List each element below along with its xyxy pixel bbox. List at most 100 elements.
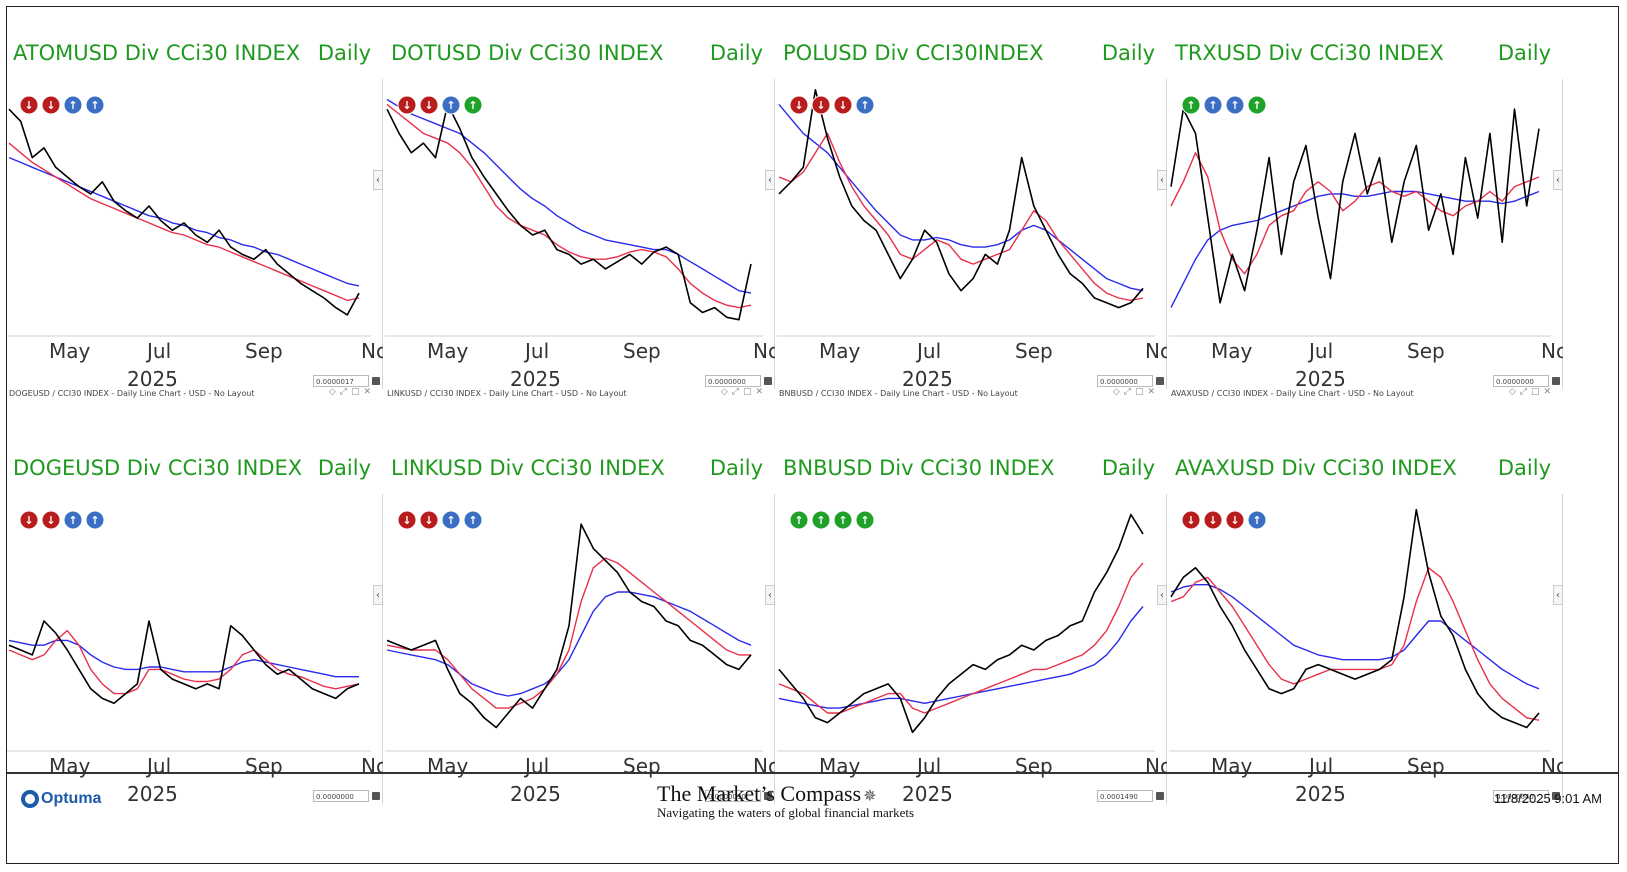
lock-icon[interactable] bbox=[1156, 377, 1164, 385]
signal-neutral-icon bbox=[441, 95, 461, 115]
window-controls-icon[interactable]: ◇⤢□✕ bbox=[328, 387, 375, 397]
signal-down-icon bbox=[833, 95, 853, 115]
signal-neutral-icon bbox=[1203, 95, 1223, 115]
lock-icon[interactable] bbox=[372, 792, 380, 800]
chart-period: Daily bbox=[317, 41, 371, 65]
lock-icon[interactable] bbox=[764, 377, 772, 385]
x-tick-label: Jul bbox=[917, 339, 942, 363]
slow-ma-line bbox=[1170, 583, 1540, 690]
x-tick-label: May bbox=[1211, 754, 1253, 778]
brand-tagline: Navigating the waters of global financia… bbox=[657, 805, 915, 820]
slow-ma-line bbox=[1170, 190, 1540, 308]
x-axis-year: 2025 bbox=[510, 367, 561, 391]
signal-arrow-glyph: ↑ bbox=[1252, 514, 1261, 527]
x-tick-label: Jul bbox=[147, 754, 172, 778]
chart-plot: ↓ ↓ ↑ ↑ bbox=[385, 510, 763, 752]
x-tick-label: Sep bbox=[1407, 754, 1445, 778]
price-line bbox=[8, 620, 360, 705]
x-tick-label: Jul bbox=[147, 339, 172, 363]
signal-arrow-glyph: ↓ bbox=[794, 99, 803, 112]
signal-arrow-glyph: ↑ bbox=[446, 99, 455, 112]
collapse-arrow-icon[interactable]: ‹ bbox=[765, 170, 775, 190]
collapse-arrow-icon[interactable]: ‹ bbox=[765, 585, 775, 605]
signal-arrow-glyph: ↓ bbox=[1230, 514, 1239, 527]
chart-panel: AVAXUSD Div CCi30 INDEX Daily ↓ ↓ ↓ ↑ ‹ May Jul S… bbox=[1169, 432, 1563, 828]
collapse-arrow-icon[interactable]: ‹ bbox=[373, 170, 383, 190]
signal-arrow-glyph: ↑ bbox=[1186, 99, 1195, 112]
collapse-arrow-icon[interactable]: ‹ bbox=[1157, 585, 1167, 605]
next-chart-caption: LINKUSD / CCI30 INDEX - Daily Line Chart… bbox=[387, 389, 627, 398]
scale-value-box[interactable]: 0.0000030 bbox=[705, 790, 761, 802]
x-tick-label: May bbox=[427, 339, 469, 363]
fast-ma-line bbox=[1170, 152, 1540, 275]
lock-icon[interactable] bbox=[372, 377, 380, 385]
lock-icon[interactable] bbox=[1156, 792, 1164, 800]
chart-title: POLUSD Div CCI30INDEX bbox=[783, 41, 1044, 65]
signal-arrow-glyph: ↑ bbox=[68, 99, 77, 112]
price-line bbox=[778, 89, 1144, 309]
slow-ma-line bbox=[386, 591, 752, 697]
signal-arrow-glyph: ↑ bbox=[468, 99, 477, 112]
price-line bbox=[386, 523, 752, 729]
x-tick-label: Nov bbox=[1541, 339, 1563, 363]
panel-separator bbox=[1166, 494, 1167, 804]
scale-value-box[interactable]: 0.0000000 bbox=[313, 790, 369, 802]
signal-arrow-glyph: ↓ bbox=[46, 99, 55, 112]
fast-ma-line bbox=[8, 629, 360, 695]
x-tick-label: Sep bbox=[1015, 754, 1053, 778]
collapse-arrow-icon[interactable]: ‹ bbox=[1553, 585, 1563, 605]
signal-up-icon bbox=[855, 510, 875, 530]
signal-up-icon bbox=[1181, 95, 1201, 115]
signal-neutral-icon bbox=[85, 510, 105, 530]
scale-value-box[interactable]: 0.0000000 bbox=[1097, 375, 1153, 387]
scale-value-box[interactable]: 0.0000000 bbox=[1493, 375, 1549, 387]
signal-neutral-icon bbox=[463, 510, 483, 530]
signal-down-icon bbox=[19, 510, 39, 530]
scale-value-box[interactable]: 0.0000017 bbox=[313, 375, 369, 387]
window-controls-icon[interactable]: ◇⤢□✕ bbox=[720, 387, 767, 397]
scale-value-box[interactable]: 0.0000000 bbox=[705, 375, 761, 387]
scale-value-box[interactable]: 0.0001490 bbox=[1097, 790, 1153, 802]
chart-panel: ATOMUSD Div CCi30 INDEX Daily ↓ ↓ ↑ ↑ ‹ May Jul S… bbox=[7, 17, 383, 413]
chart-title: LINKUSD Div CCi30 INDEX bbox=[391, 456, 665, 480]
collapse-arrow-icon[interactable]: ‹ bbox=[373, 585, 383, 605]
signal-arrow-glyph: ↑ bbox=[1208, 99, 1217, 112]
chart-period: Daily bbox=[1497, 456, 1551, 480]
signal-arrow-glyph: ↓ bbox=[46, 514, 55, 527]
x-tick-label: Sep bbox=[623, 754, 661, 778]
lock-icon[interactable] bbox=[1552, 377, 1560, 385]
signal-up-icon bbox=[789, 510, 809, 530]
lock-icon[interactable] bbox=[764, 792, 772, 800]
collapse-arrow-icon[interactable]: ‹ bbox=[1157, 170, 1167, 190]
chart-plot: ↓ ↓ ↓ ↑ bbox=[1169, 508, 1551, 752]
x-tick-label: May bbox=[49, 754, 91, 778]
signal-arrow-glyph: ↑ bbox=[794, 514, 803, 527]
chart-period: Daily bbox=[709, 41, 763, 65]
panel-separator bbox=[382, 79, 383, 389]
x-axis-year: 2025 bbox=[1295, 367, 1346, 391]
chart-title: TRXUSD Div CCi30 INDEX bbox=[1175, 41, 1444, 65]
signal-arrow-glyph: ↓ bbox=[402, 99, 411, 112]
next-chart-caption: AVAXUSD / CCI30 INDEX - Daily Line Chart… bbox=[1171, 389, 1414, 398]
scale-value-box[interactable]: 0.0000040 bbox=[1493, 790, 1549, 802]
x-tick-label: May bbox=[49, 339, 91, 363]
chart-title: AVAXUSD Div CCi30 INDEX bbox=[1175, 456, 1457, 480]
window-controls-icon[interactable]: ◇⤢□✕ bbox=[1508, 387, 1555, 397]
chart-panel: DOTUSD Div CCi30 INDEX Daily ↓ ↓ ↑ ↑ ‹ May Jul Se… bbox=[385, 17, 775, 413]
signal-down-icon bbox=[397, 510, 417, 530]
x-tick-label: May bbox=[1211, 339, 1253, 363]
signal-arrow-glyph: ↓ bbox=[402, 514, 411, 527]
signal-arrow-glyph: ↓ bbox=[838, 99, 847, 112]
x-tick-label: Nov bbox=[753, 339, 775, 363]
window-controls-icon[interactable]: ◇⤢□✕ bbox=[1112, 387, 1159, 397]
price-line bbox=[1170, 508, 1540, 729]
optuma-ring-icon bbox=[21, 790, 39, 808]
dashboard-frame: ATOMUSD Div CCi30 INDEX Daily ↓ ↓ ↑ ↑ ‹ May Jul S… bbox=[6, 6, 1619, 864]
x-tick-label: Jul bbox=[525, 754, 550, 778]
signal-neutral-icon bbox=[1247, 510, 1267, 530]
signal-down-icon bbox=[419, 95, 439, 115]
signal-up-icon bbox=[833, 510, 853, 530]
collapse-arrow-icon[interactable]: ‹ bbox=[1553, 170, 1563, 190]
lock-icon[interactable] bbox=[1552, 792, 1560, 800]
next-chart-caption: BNBUSD / CCI30 INDEX - Daily Line Chart … bbox=[779, 389, 1018, 398]
